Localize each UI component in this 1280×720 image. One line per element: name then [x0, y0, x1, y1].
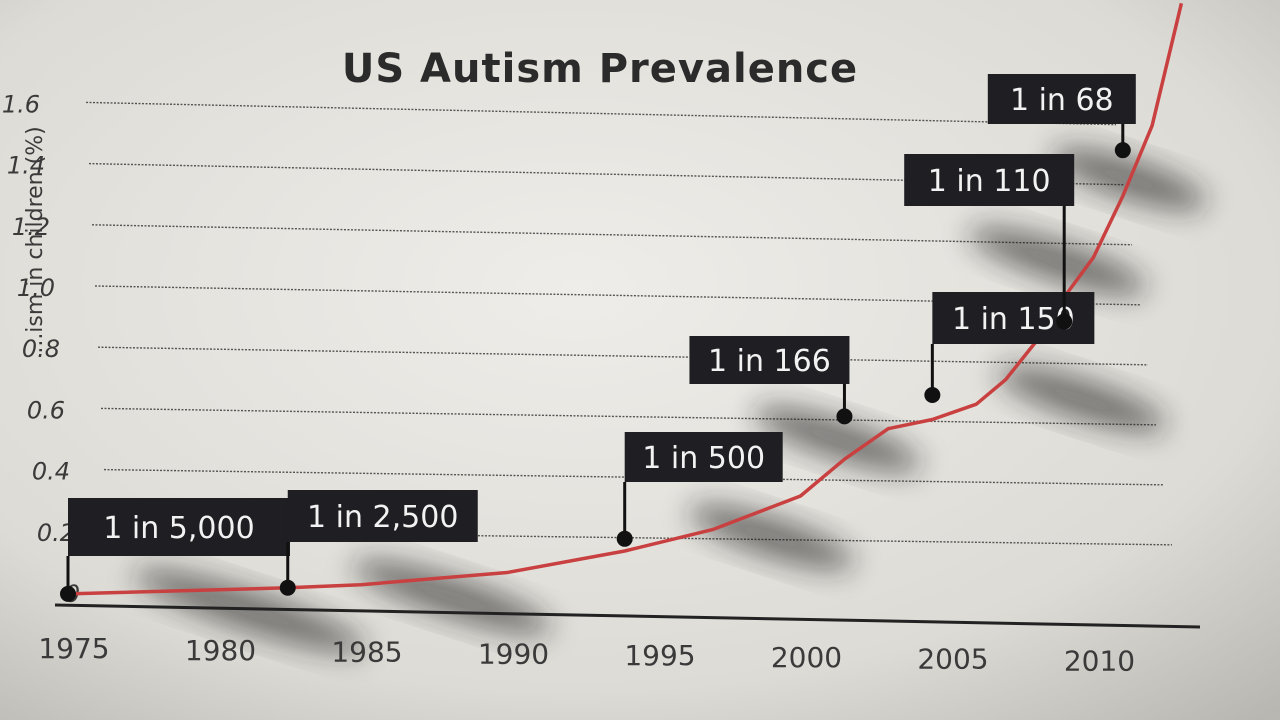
annotation-dot: [836, 408, 853, 425]
y-tick-label: 0.4: [32, 458, 70, 486]
annotation-dot: [60, 585, 76, 602]
annotation-dot: [1056, 313, 1073, 330]
annotation-dot: [279, 579, 296, 596]
series-lines: [67, 2, 1184, 596]
annotation-label: 1 in 2,500: [307, 500, 458, 535]
annotation-label: 1 in 5,000: [103, 511, 254, 546]
y-tick-label: 0.8: [22, 335, 60, 363]
gridline: [106, 530, 1173, 546]
gridline: [85, 101, 1117, 126]
annotations: 1 in 5,000 1 in 2,500 1 in 500 1 in 166 1 in…: [60, 74, 1136, 602]
x-tick-label: 1985: [331, 636, 402, 669]
annotation-shadow: [968, 226, 1147, 296]
annotation-dot: [924, 386, 941, 403]
y-tick-label: 1.4: [7, 152, 45, 180]
x-tick-label: 1990: [478, 637, 549, 670]
annotation-label: 1 in 500: [642, 441, 765, 476]
annotation-box: [689, 336, 850, 384]
gridline: [94, 285, 1141, 306]
annotation-label: 1 in 68: [1010, 83, 1114, 118]
annotation-shadow: [996, 365, 1167, 433]
annotation-dot: [616, 530, 633, 547]
annotation-box: [624, 432, 783, 482]
x-tick-label: 1980: [185, 634, 256, 667]
gridline: [100, 407, 1157, 426]
y-tick-label: 1.2: [12, 213, 50, 241]
x-tick-label: 2010: [1064, 644, 1135, 677]
y-tick-label: 0.6: [27, 396, 65, 424]
annotation-box: [904, 154, 1075, 206]
x-axis-line: [54, 603, 1201, 629]
annotation-shadow: [753, 405, 922, 473]
axes: 00.20.40.60.81.01.21.41.6197519801985199…: [2, 90, 1201, 677]
x-tick-label: 2005: [917, 643, 988, 676]
y-tick-label: 1.0: [17, 274, 55, 302]
x-tick-label: 2000: [771, 641, 842, 674]
annotation-label: 1 in 150: [952, 302, 1075, 337]
y-tick-label: 1.6: [2, 90, 40, 118]
gridline: [91, 224, 1133, 246]
annotation-shadow: [688, 504, 855, 570]
annotation-label: 1 in 110: [928, 164, 1051, 199]
series-line: [67, 2, 1184, 596]
gridline: [97, 346, 1149, 366]
x-tick-label: 1995: [624, 639, 695, 672]
x-tick-label: 1975: [38, 632, 109, 665]
chart-title: US Autism Prevalence: [342, 46, 858, 92]
annotation-dot: [1114, 142, 1131, 159]
y-axis-label: ...ism in children (%): [23, 126, 48, 353]
annotation-box: [287, 490, 478, 542]
annotation-box: [987, 74, 1136, 124]
annotation-shadow: [352, 559, 552, 635]
annotation-box: [68, 498, 290, 556]
annotation-label: 1 in 166: [708, 344, 831, 379]
